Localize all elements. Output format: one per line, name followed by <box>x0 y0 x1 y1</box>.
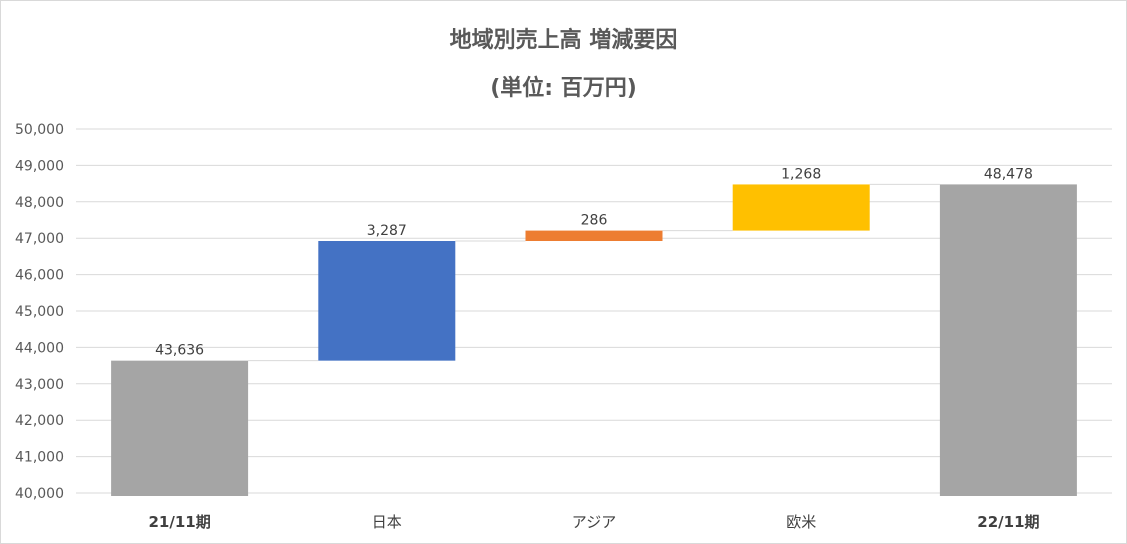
x-category-label: 22/11期 <box>977 513 1039 531</box>
x-category-label: 21/11期 <box>148 513 210 531</box>
x-category-label: 日本 <box>372 513 402 531</box>
y-tick-label: 41,000 <box>15 450 64 466</box>
x-category-label: アジア <box>572 513 616 531</box>
y-tick-label: 50,000 <box>15 122 64 138</box>
y-tick-label: 46,000 <box>15 268 64 284</box>
bar-total <box>939 184 1077 496</box>
chart-subtitle: (単位: 百万円) <box>490 76 637 101</box>
bar-total <box>111 360 249 496</box>
bar-increase <box>732 184 870 231</box>
chart-title: 地域別売上高 増減要因 <box>449 28 678 53</box>
bar-increase <box>525 230 663 242</box>
y-tick-label: 49,000 <box>15 158 64 174</box>
data-label: 43,636 <box>155 343 204 359</box>
data-label: 1,268 <box>781 166 821 182</box>
y-tick-label: 48,000 <box>15 195 64 211</box>
data-label: 286 <box>581 213 608 229</box>
bar-increase <box>318 241 456 361</box>
y-tick-label: 47,000 <box>15 231 64 247</box>
x-category-label: 欧米 <box>786 513 816 531</box>
data-label: 3,287 <box>367 223 407 239</box>
y-tick-label: 45,000 <box>15 304 64 320</box>
y-tick-label: 42,000 <box>15 413 64 429</box>
y-tick-label: 44,000 <box>15 340 64 356</box>
y-tick-label: 40,000 <box>15 486 64 502</box>
data-label: 48,478 <box>984 166 1033 182</box>
y-tick-label: 43,000 <box>15 377 64 393</box>
